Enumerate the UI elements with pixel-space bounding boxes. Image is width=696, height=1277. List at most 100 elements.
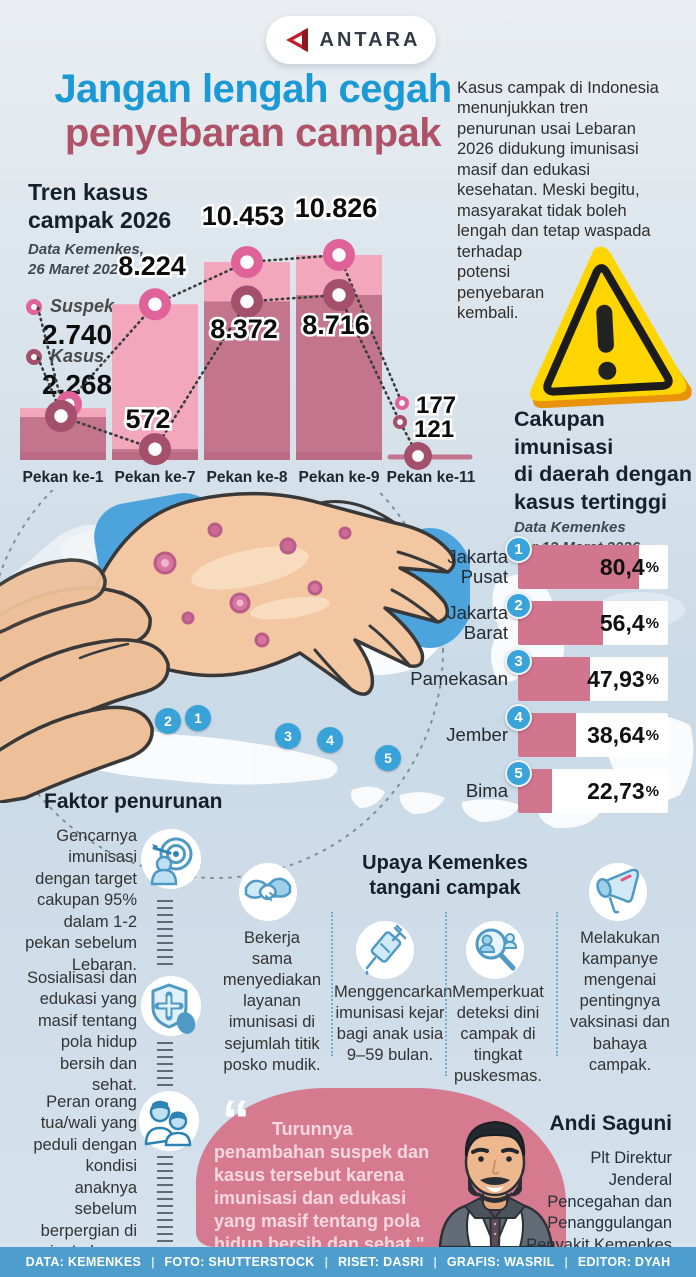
page-title: Jangan lengah cegah penyebaran campak bbox=[24, 67, 482, 155]
svg-text:8.372: 8.372 bbox=[210, 314, 278, 344]
map-pin-3: 3 bbox=[275, 723, 301, 749]
quote-icon: “ bbox=[222, 1088, 250, 1151]
hands-illustration bbox=[0, 491, 470, 803]
map-pin-5-number: 5 bbox=[384, 750, 392, 766]
coverage-rank-badge: 1 bbox=[505, 536, 532, 563]
andi-saguni-portrait bbox=[438, 1120, 554, 1247]
legend-suspek-label: Suspek bbox=[50, 296, 115, 316]
antara-logo-icon bbox=[285, 28, 308, 52]
handshake-icon bbox=[239, 863, 297, 921]
kasus-marker-icon bbox=[26, 348, 42, 365]
person-name: Andi Saguni bbox=[549, 1112, 673, 1135]
coverage-value: 38,64% bbox=[587, 721, 659, 748]
family-icon bbox=[139, 1091, 199, 1151]
coverage-value: 80,4% bbox=[599, 553, 659, 580]
coverage-rank-badge: 3 bbox=[505, 648, 532, 675]
trend-chart-source: Data Kemenkes, 26 Maret 2026 bbox=[28, 241, 144, 278]
map-pin-1: 1 bbox=[185, 705, 211, 731]
credit-separator: | bbox=[324, 1255, 328, 1269]
credit-separator: | bbox=[433, 1255, 437, 1269]
target-icon bbox=[141, 829, 201, 889]
legend-kasus-label: Kasus bbox=[50, 346, 105, 366]
svg-text:177: 177 bbox=[416, 392, 456, 419]
upaya-item-4: Melakukan kampanye mengenai pentingnya v… bbox=[570, 929, 670, 1074]
quote-text: Turunnya penambahan suspek dan kasus ter… bbox=[214, 1119, 430, 1255]
coverage-value: 56,4% bbox=[599, 609, 659, 636]
timeline-ladder bbox=[157, 900, 173, 970]
antara-logo: ANTARA bbox=[266, 16, 436, 64]
coverage-bar-track: 56,4% bbox=[518, 601, 668, 645]
page-title-line2: penyebaran campak bbox=[64, 110, 442, 155]
map-pin-4: 4 bbox=[317, 727, 343, 753]
coverage-bar-track: 80,4% bbox=[518, 545, 668, 589]
map-pin-3-number: 3 bbox=[284, 728, 292, 744]
coverage-bar-track: 38,64% bbox=[518, 713, 668, 757]
svg-text:10.826: 10.826 bbox=[295, 193, 378, 223]
health-shield-icon bbox=[141, 976, 201, 1036]
coverage-row-label: Pamekasan bbox=[410, 667, 508, 689]
coverage-bar-track: 47,93% bbox=[518, 657, 668, 701]
coverage-row-label: Jakarta Barat bbox=[447, 601, 508, 643]
suspek-marker-icon bbox=[26, 298, 42, 315]
credit-item: RISET: DASRI bbox=[337, 1255, 424, 1269]
coverage-value: 47,93% bbox=[587, 665, 659, 692]
antara-logo-text: ANTARA bbox=[319, 28, 421, 51]
svg-text:Pekan ke-1: Pekan ke-1 bbox=[23, 469, 104, 486]
credits-bar: DATA: KEMENKES | FOTO: SHUTTERSTOCK | RISET:… bbox=[0, 1247, 696, 1277]
svg-text:572: 572 bbox=[125, 404, 170, 434]
coverage-row-label: Jakarta Pusat bbox=[447, 545, 508, 587]
map-pin-1-number: 1 bbox=[194, 710, 202, 726]
map-pin-4-number: 4 bbox=[326, 732, 334, 748]
map-pin-2-number: 2 bbox=[164, 713, 172, 729]
faktor-item-1: Gencarnya imunisasi dengan target cakupa… bbox=[25, 827, 137, 974]
trend-chart-title: Tren kasus campak 2026 bbox=[28, 179, 172, 234]
upaya-item-2: Menggencarkan imunisasi kejar bagi anak … bbox=[334, 983, 453, 1065]
svg-text:Pekan ke-7: Pekan ke-7 bbox=[115, 469, 196, 486]
credit-item: DATA: KEMENKES bbox=[25, 1255, 142, 1269]
divider bbox=[331, 912, 333, 1056]
legend-suspek: Suspek 2.740 bbox=[26, 296, 176, 351]
coverage-row-label: Jember bbox=[446, 723, 508, 745]
coverage-value: 22,73% bbox=[587, 777, 659, 804]
svg-text:Pekan ke-9: Pekan ke-9 bbox=[299, 469, 380, 486]
faktor-item-2: Sosialisasi dan edukasi yang masif tenta… bbox=[26, 969, 137, 1095]
coverage-bar-fill bbox=[518, 601, 603, 645]
warning-triangle-icon bbox=[530, 246, 692, 409]
credit-separator: | bbox=[564, 1255, 568, 1269]
upaya-heading: Upaya Kemenkes tangani campak bbox=[362, 852, 528, 899]
divider bbox=[556, 912, 558, 1056]
megaphone-icon bbox=[589, 863, 647, 921]
credit-item: FOTO: SHUTTERSTOCK bbox=[164, 1255, 315, 1269]
svg-text:8.716: 8.716 bbox=[302, 310, 370, 340]
faktor-heading: Faktor penurunan bbox=[44, 790, 223, 813]
legend-suspek-value: 2.740 bbox=[42, 319, 113, 350]
svg-text:Pekan ke-8: Pekan ke-8 bbox=[207, 469, 288, 486]
upaya-item-1: Bekerja sama menyediakan layanan imunisa… bbox=[222, 929, 322, 1074]
magnifier-people-icon bbox=[466, 921, 524, 979]
divider bbox=[445, 912, 447, 1076]
credit-item: GRAFIS: WASRIL bbox=[446, 1255, 555, 1269]
upaya-item-3: Memperkuat deteksi dini campak di tingka… bbox=[452, 983, 544, 1086]
coverage-bar-fill bbox=[518, 545, 639, 589]
coverage-rank-badge: 5 bbox=[505, 760, 532, 787]
map-pin-5: 5 bbox=[375, 745, 401, 771]
svg-text:8.224: 8.224 bbox=[118, 251, 186, 281]
coverage-bar-track: 22,73% bbox=[518, 769, 668, 813]
coverage-rank-badge: 2 bbox=[505, 592, 532, 619]
svg-text:10.453: 10.453 bbox=[202, 201, 285, 231]
syringe-icon bbox=[356, 921, 414, 979]
person-role: Plt Direktur Jenderal Pencegahan dan Pen… bbox=[526, 1149, 672, 1255]
intro-paragraph: Kasus campak di Indonesia menunjukkan tr… bbox=[457, 79, 659, 322]
map-pin-2: 2 bbox=[155, 708, 181, 734]
page-title-line1: Jangan lengah cegah bbox=[54, 67, 452, 111]
timeline-ladder bbox=[157, 1042, 173, 1088]
timeline-ladder bbox=[157, 1156, 173, 1247]
svg-text:121: 121 bbox=[414, 416, 454, 443]
coverage-rank-badge: 4 bbox=[505, 704, 532, 731]
credit-separator: | bbox=[151, 1255, 155, 1269]
svg-text:Pekan ke-11: Pekan ke-11 bbox=[387, 469, 476, 486]
coverage-chart-title: Cakupan imunisasi di daerah dengan kasus… bbox=[514, 407, 693, 514]
coverage-row-label: Bima bbox=[465, 779, 508, 801]
